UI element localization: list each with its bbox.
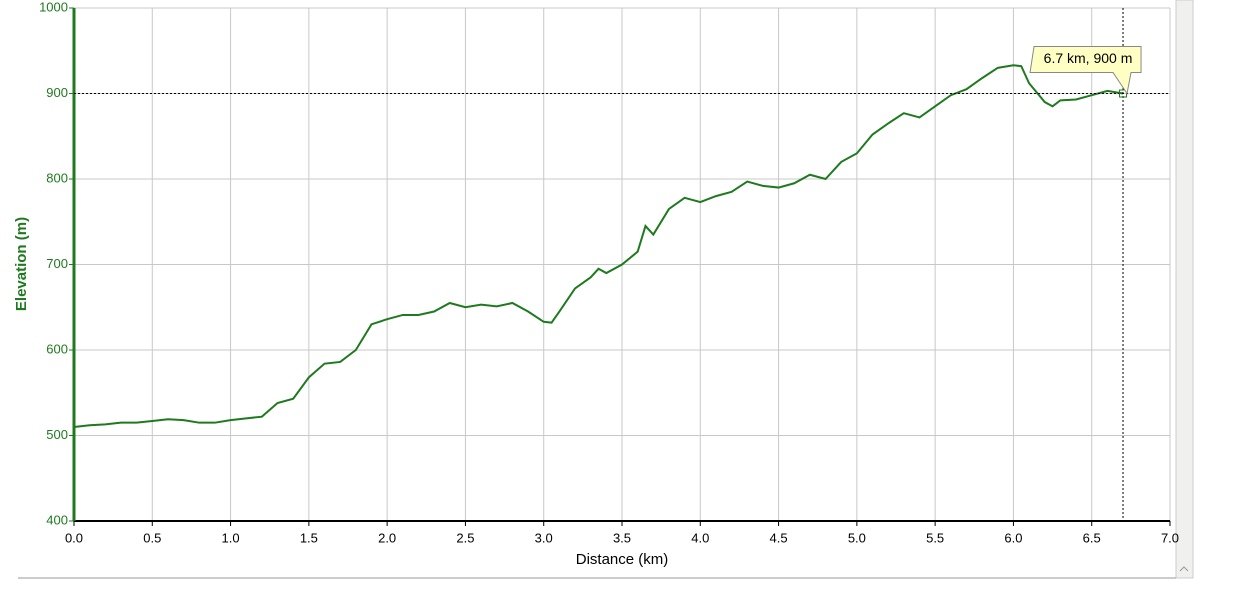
y-tick-label: 600 bbox=[46, 341, 68, 356]
y-tick-label: 800 bbox=[46, 170, 68, 185]
x-tick-label: 5.5 bbox=[926, 530, 944, 545]
x-tick-label: 5.0 bbox=[848, 530, 866, 545]
scrollbar[interactable] bbox=[1175, 0, 1194, 579]
x-tick-label: 1.5 bbox=[300, 530, 318, 545]
tooltip bbox=[1029, 46, 1142, 95]
y-tick-label: 900 bbox=[46, 85, 68, 100]
x-axis-label: Distance (km) bbox=[576, 551, 669, 568]
x-tick-label: 0.5 bbox=[143, 530, 161, 545]
x-tick-label: 0.0 bbox=[65, 530, 83, 545]
y-tick-label: 500 bbox=[46, 427, 68, 442]
x-tick-label: 7.0 bbox=[1161, 530, 1179, 545]
y-tick-label: 400 bbox=[46, 512, 68, 527]
scroll-arrow[interactable] bbox=[1179, 566, 1189, 572]
y-tick-label: 1000 bbox=[39, 0, 68, 14]
x-tick-label: 6.0 bbox=[1004, 530, 1022, 545]
y-axis-label: Elevation (m) bbox=[13, 217, 30, 311]
x-tick-label: 4.5 bbox=[770, 530, 788, 545]
x-tick-label: 6.5 bbox=[1083, 530, 1101, 545]
tooltip-label: 6.7 km, 900 m bbox=[1044, 50, 1133, 66]
x-tick-label: 2.5 bbox=[456, 530, 474, 545]
elevation-line bbox=[73, 64, 1124, 428]
x-tick-label: 1.0 bbox=[222, 530, 240, 545]
x-tick-label: 4.0 bbox=[691, 530, 709, 545]
x-tick-label: 2.0 bbox=[378, 530, 396, 545]
y-tick-label: 700 bbox=[46, 256, 68, 271]
x-tick-label: 3.0 bbox=[535, 530, 553, 545]
x-tick-label: 3.5 bbox=[613, 530, 631, 545]
